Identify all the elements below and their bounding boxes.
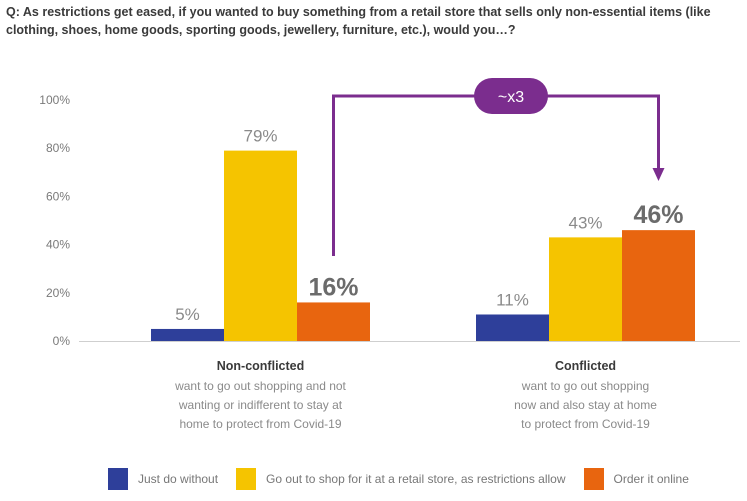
bar-non-conflicted-just-do-without: [151, 328, 224, 341]
data-label-non-conflicted-just-do-without: 5%: [175, 305, 200, 324]
legend-item-just-do-without[interactable]: Just do without: [108, 468, 218, 490]
growth-badge-label: ~x3: [498, 89, 524, 106]
legend: Just do without Go out to shop for it at…: [108, 468, 707, 490]
category-title-non-conflicted: Non-conflicted: [217, 359, 305, 373]
data-label-non-conflicted-go-out-to-shop-for-it-at-a-retail-store-as-restrictions-allow: 79%: [243, 127, 277, 146]
legend-label-just-do-without: Just do without: [138, 472, 219, 486]
bar-non-conflicted-order-it-online: [297, 302, 370, 341]
bar-conflicted-order-it-online: [622, 230, 695, 341]
legend-item-go-out-to-shop[interactable]: Go out to shop for it at a retail store,…: [236, 468, 566, 490]
data-label-non-conflicted-order-it-online: 16%: [308, 273, 358, 301]
y-tick-label: 60%: [46, 189, 70, 203]
category-title-conflicted: Conflicted: [555, 359, 616, 373]
growth-badge: [474, 78, 548, 114]
legend-swatch-go-out-to-shop: [236, 468, 257, 490]
growth-arrow-head: [652, 168, 665, 181]
data-label-conflicted-go-out-to-shop-for-it-at-a-retail-store-as-restrictions-allow: 43%: [568, 213, 602, 232]
legend-swatch-order-online: [583, 468, 604, 490]
category-description-line: wanting or indifferent to stay at: [178, 398, 343, 412]
question-text: Q: As restrictions get eased, if you wan…: [6, 5, 711, 37]
category-description-line: to protect from Covid-19: [521, 417, 650, 431]
y-tick-label: 100%: [39, 93, 70, 107]
legend-swatch-just-do-without: [108, 468, 128, 490]
category-description-line: want to go out shopping and not: [174, 379, 346, 393]
bar-conflicted-just-do-without: [476, 314, 549, 341]
category-description-line: home to protect from Covid-19: [179, 417, 341, 431]
y-tick-label: 40%: [46, 238, 70, 252]
legend-item-order-online[interactable]: Order it online: [583, 468, 689, 490]
legend-label-order-online: Order it online: [613, 472, 689, 486]
data-label-conflicted-just-do-without: 11%: [496, 290, 529, 309]
bar-non-conflicted-go-out-to-shop-for-it-at-a-retail-store-as-restrictions-allow: [224, 150, 297, 341]
growth-arrow-line: [332, 94, 660, 256]
category-description-line: now and also stay at home: [514, 398, 657, 412]
category-description-line: want to go out shopping: [521, 379, 649, 393]
y-tick-label: 0%: [53, 334, 71, 348]
legend-label-go-out-to-shop: Go out to shop for it at a retail store,…: [266, 472, 566, 486]
y-tick-label: 80%: [46, 141, 70, 155]
y-tick-label: 20%: [46, 286, 70, 300]
data-label-conflicted-order-it-online: 46%: [633, 201, 683, 229]
bar-conflicted-go-out-to-shop-for-it-at-a-retail-store-as-restrictions-allow: [549, 237, 622, 341]
